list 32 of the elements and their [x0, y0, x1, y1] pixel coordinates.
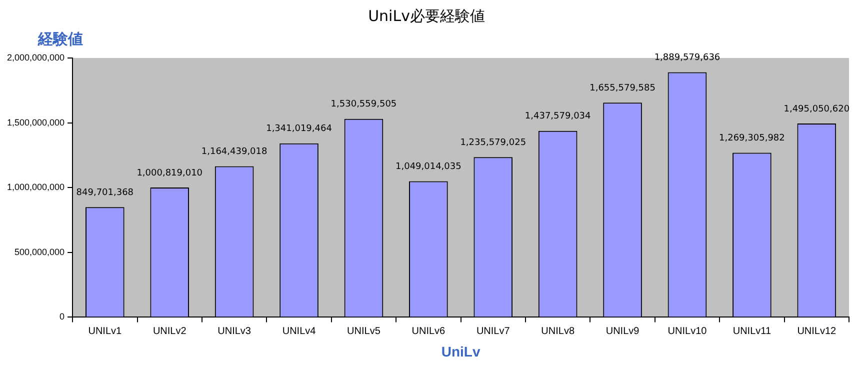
y-tick-label: 1,500,000,000: [6, 117, 65, 128]
data-label: 1,530,559,505: [330, 100, 397, 110]
data-label: 1,655,579,585: [590, 83, 656, 94]
x-tick-label: UNILv1: [88, 326, 122, 337]
y-tick-label: 500,000,000: [14, 246, 65, 257]
x-tick-label: UNILv4: [282, 326, 316, 337]
data-label: 1,235,579,025: [460, 138, 526, 148]
data-label: 1,437,579,034: [524, 112, 592, 122]
x-tick-label: UNILv11: [732, 326, 772, 337]
y-tick-label: 2,000,000,000: [6, 52, 65, 62]
x-tick-label: UNILv12: [797, 326, 837, 337]
data-label: 1,269,305,982: [719, 134, 785, 144]
data-label: 1,341,019,464: [266, 124, 332, 134]
data-label: 849,701,368: [76, 188, 134, 198]
x-tick-label: UNILv8: [541, 326, 575, 337]
data-label: 1,000,819,010: [136, 168, 203, 178]
x-tick-label: UNILv10: [668, 326, 708, 337]
y-axis-title: 経験値: [38, 30, 83, 49]
x-tick-label: UNILv9: [606, 326, 640, 337]
x-tick-label: UNILv5: [347, 326, 381, 337]
x-tick-label: UNILv3: [218, 326, 252, 337]
data-label: 1,889,579,636: [654, 53, 720, 64]
data-label: 1,049,014,035: [396, 162, 462, 172]
x-tick-label: UNILv6: [412, 326, 446, 337]
x-tick-label: UNILv2: [152, 326, 187, 337]
x-tick-label: UNILv7: [476, 326, 510, 337]
chart-title: UniLv必要経験値: [368, 6, 485, 25]
y-tick-label: 0: [60, 312, 65, 322]
x-axis-title: UniLv: [441, 343, 480, 360]
y-tick-label: 1,000,000,000: [6, 182, 65, 192]
data-label: 1,495,050,620: [784, 104, 850, 114]
data-label: 1,164,439,018: [201, 147, 268, 158]
